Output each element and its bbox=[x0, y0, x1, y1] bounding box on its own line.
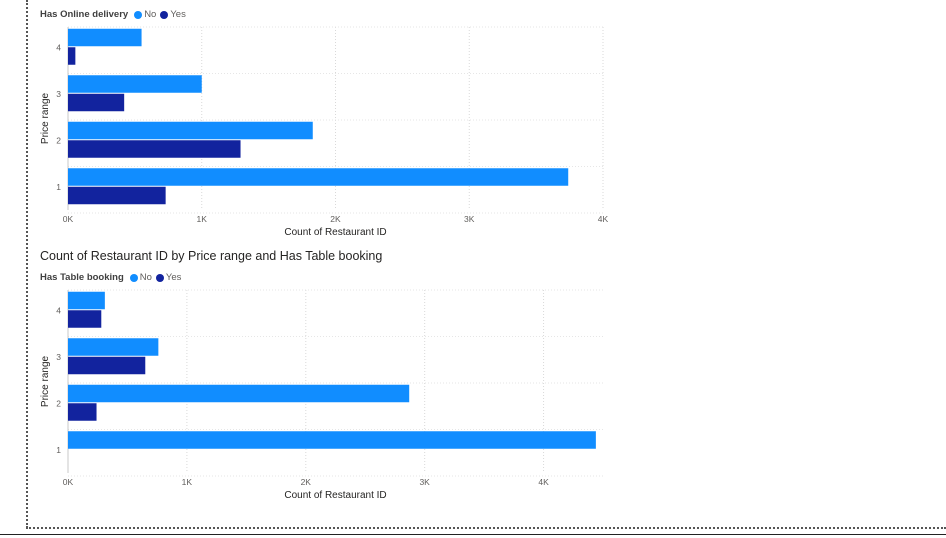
bar-yes-price-4 bbox=[68, 47, 76, 65]
legend-label-yes: Yes bbox=[165, 272, 182, 283]
bar-no-price-3 bbox=[68, 338, 159, 356]
x-axis-title: Count of Restaurant ID bbox=[284, 490, 386, 501]
legend-label-no: No bbox=[139, 272, 152, 283]
bar-no-price-2 bbox=[68, 384, 410, 403]
legend-dot-no bbox=[129, 273, 138, 282]
legend-item-no[interactable]: No bbox=[134, 9, 156, 20]
bar-yes-price-2 bbox=[68, 403, 97, 421]
bar-yes-price-3 bbox=[68, 356, 146, 375]
x-axis-title: Count of Restaurant ID bbox=[284, 227, 386, 238]
y-tick-label: 4 bbox=[56, 305, 61, 315]
bar-no-price-2 bbox=[68, 121, 313, 140]
x-tick-label: 0K bbox=[63, 477, 74, 487]
online-delivery-bar-chart: 0K 1K 2K 3K 4K 1 2 3 4 Count of Restaurant ID Pric… bbox=[40, 26, 609, 238]
y-tick-label: 3 bbox=[56, 352, 61, 362]
legend-item-yes[interactable]: Yes bbox=[160, 9, 186, 20]
y-axis-title: Price range bbox=[40, 92, 51, 144]
y-axis-title: Price range bbox=[40, 355, 51, 407]
legend-dot-yes bbox=[155, 273, 164, 282]
legend-label-yes: Yes bbox=[170, 9, 186, 20]
y-tick-label: 2 bbox=[56, 398, 61, 408]
y-tick-label: 4 bbox=[56, 42, 61, 52]
x-tick-label: 4K bbox=[538, 477, 549, 487]
x-tick-label: 3K bbox=[464, 214, 475, 224]
bar-yes-price-4 bbox=[68, 310, 102, 328]
y-tick-label: 2 bbox=[56, 135, 61, 145]
bar-no-price-1 bbox=[68, 431, 596, 449]
bar-yes-price-3 bbox=[68, 93, 125, 112]
legend-item-yes[interactable]: Yes bbox=[155, 272, 182, 283]
page-bottom-edge bbox=[0, 534, 946, 538]
online-delivery-legend: Has Online delivery No Yes bbox=[40, 9, 190, 20]
bar-no-price-1 bbox=[68, 168, 569, 186]
y-tick-label: 1 bbox=[56, 445, 61, 455]
legend-label-no: No bbox=[144, 9, 157, 20]
report-page-border-bottom bbox=[26, 527, 946, 529]
x-tick-label: 4K bbox=[598, 214, 609, 224]
x-tick-label: 2K bbox=[301, 477, 312, 487]
x-tick-label: 1K bbox=[182, 477, 193, 487]
x-tick-label: 1K bbox=[197, 214, 208, 224]
legend-dot-no bbox=[134, 10, 143, 19]
bar-yes-price-2 bbox=[68, 140, 241, 158]
legend-item-no[interactable]: No bbox=[129, 272, 152, 283]
table-booking-chart-title: Count of Restaurant ID by Price range an… bbox=[40, 249, 383, 263]
bar-no-price-4 bbox=[68, 291, 105, 310]
legend-dot-yes bbox=[160, 10, 169, 19]
table-booking-legend: Has Table booking No Yes bbox=[40, 272, 185, 283]
bar-yes-price-1 bbox=[68, 186, 166, 205]
bar-no-price-3 bbox=[68, 75, 202, 93]
y-tick-label: 3 bbox=[56, 89, 61, 99]
legend-title: Has Online delivery bbox=[40, 9, 129, 20]
y-tick-label: 1 bbox=[56, 182, 61, 192]
legend-title: Has Table booking bbox=[40, 272, 124, 283]
x-tick-label: 0K bbox=[63, 214, 74, 224]
report-page-border-left bbox=[26, 0, 28, 528]
x-tick-label: 3K bbox=[419, 477, 430, 487]
x-tick-label: 2K bbox=[330, 214, 341, 224]
bar-no-price-4 bbox=[68, 28, 142, 47]
